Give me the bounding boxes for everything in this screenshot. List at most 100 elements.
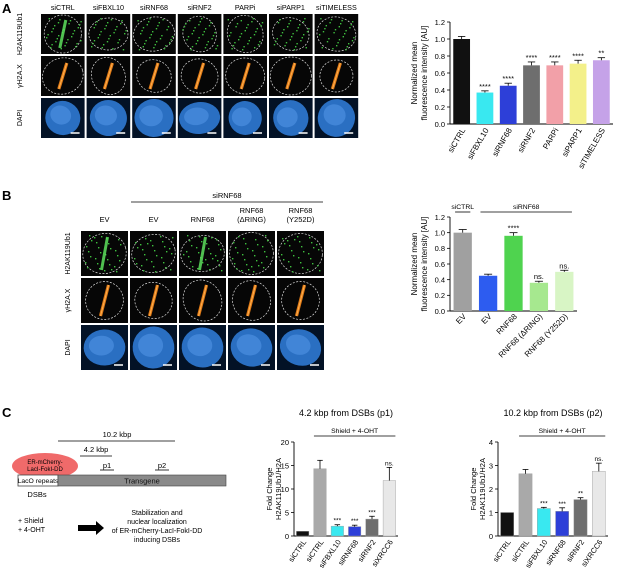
category-label: siFBXL10: [466, 126, 491, 161]
gh2ax-stripe-core: [198, 284, 207, 317]
speckle: [93, 40, 96, 42]
gh2ax-stripe-core: [103, 62, 113, 90]
y-axis-label: H2AK119Ub1/H2A: [274, 458, 283, 520]
nucleus-outline: [225, 57, 266, 95]
nucleus-outline: [281, 281, 320, 320]
speckle: [198, 37, 200, 39]
speckle: [85, 262, 87, 264]
speckle: [111, 269, 113, 271]
primer-p2-label: p2: [158, 461, 166, 470]
speckle: [46, 37, 48, 39]
image-cell: [130, 231, 177, 276]
speckle: [118, 39, 121, 41]
speckle: [242, 49, 244, 51]
nucleus-outline: [134, 281, 173, 320]
speckle: [112, 48, 114, 50]
speckle: [324, 28, 326, 30]
speckle: [257, 244, 259, 246]
chart-title: 10.2 kbp from DSBs (p2): [503, 408, 602, 418]
speckle: [104, 270, 106, 272]
speckle: [292, 271, 294, 273]
bar: [382, 480, 396, 537]
outcome-label: Stabilization and nuclear localization of …: [112, 510, 203, 544]
bar: [555, 271, 574, 311]
speckle: [210, 22, 212, 24]
y-tick-label: 4: [489, 438, 493, 447]
nucleus-outline: [88, 17, 129, 51]
speckle: [349, 27, 351, 29]
speckle: [352, 21, 354, 23]
dapi-texture: [138, 333, 164, 357]
speckle: [67, 39, 69, 41]
speckle: [110, 248, 112, 250]
panel-b-column-label: RNF68: [240, 206, 264, 215]
speckle: [277, 22, 280, 24]
speckle: [115, 250, 117, 252]
y-axis-label: Normalized mean: [410, 42, 419, 105]
speckle: [198, 24, 200, 26]
speckle: [302, 267, 304, 269]
y-tick-label: 1.0: [435, 228, 445, 237]
speckle: [100, 252, 102, 254]
speckle: [59, 19, 61, 21]
speckle: [279, 19, 281, 21]
speckle: [246, 27, 248, 29]
bar: [504, 235, 523, 311]
speckle: [73, 30, 76, 32]
significance-label: ****: [526, 53, 538, 62]
speckle: [202, 262, 204, 264]
panel-a-row-label: γH2A.X: [17, 64, 24, 88]
speckle: [284, 45, 286, 47]
dsbs-label: DSBs: [27, 490, 46, 499]
speckle: [199, 21, 201, 23]
speckle: [143, 270, 145, 272]
bracket-right-label: siRNF68: [513, 204, 540, 211]
significance-label: ns.: [594, 456, 603, 463]
speckle: [252, 18, 254, 20]
significance-label: **: [598, 49, 604, 58]
speckle: [79, 24, 81, 26]
gh2ax-stripe-core: [149, 62, 159, 90]
speckle: [287, 26, 289, 28]
speckle: [90, 256, 92, 258]
speckle: [97, 37, 99, 39]
outcome-label-line: Stabilization and: [131, 510, 182, 517]
speckle: [157, 25, 159, 27]
speckle: [280, 35, 282, 37]
speckle: [72, 33, 74, 35]
speckle: [199, 236, 201, 238]
bar: [529, 282, 549, 311]
speckle: [110, 19, 113, 21]
speckle: [96, 21, 98, 23]
y-tick-label: 0.4: [435, 86, 445, 95]
speckle: [308, 28, 310, 30]
speckle: [261, 262, 263, 264]
significance-label: ****: [572, 51, 584, 60]
speckle: [121, 20, 123, 22]
speckle: [145, 40, 147, 42]
speckle: [289, 20, 292, 22]
speckle: [291, 36, 293, 38]
speckle: [205, 259, 207, 261]
treatment-label-line: + 4-OHT: [18, 527, 46, 534]
nucleus-outline: [91, 57, 126, 95]
speckle: [297, 236, 299, 238]
speckle: [250, 37, 252, 39]
speckle: [240, 20, 242, 22]
speckle: [105, 25, 107, 27]
speckle: [98, 247, 100, 249]
speckle: [162, 19, 164, 21]
speckle: [321, 47, 323, 49]
dapi-texture: [231, 107, 252, 127]
nucleus-outline: [43, 14, 82, 54]
construct-label-line: LacI-FokI-DD: [27, 467, 63, 473]
speckle: [195, 43, 197, 45]
speckle: [303, 34, 305, 36]
speckle: [100, 18, 102, 20]
h2ak-stripe: [58, 19, 68, 49]
speckle: [186, 39, 188, 41]
bar: [296, 531, 310, 537]
speckle: [183, 26, 186, 28]
speckle: [198, 252, 200, 254]
